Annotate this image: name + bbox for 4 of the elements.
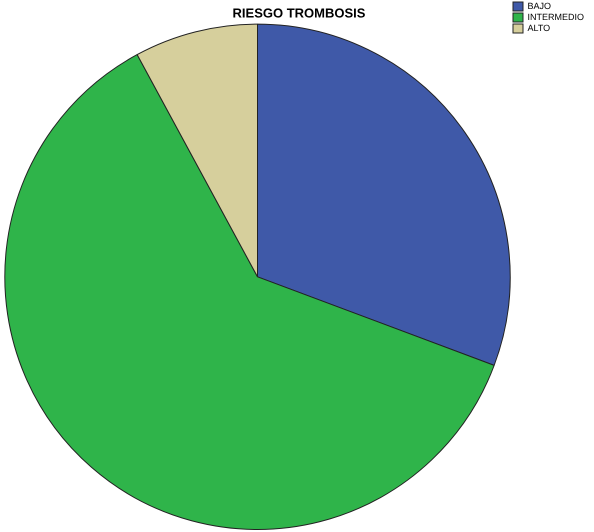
chart-title: RIESGO TROMBOSIS	[232, 5, 366, 20]
legend-label: BAJO	[528, 0, 552, 11]
legend-label: INTERMEDIO	[528, 12, 584, 22]
legend-label: ALTO	[528, 22, 550, 33]
